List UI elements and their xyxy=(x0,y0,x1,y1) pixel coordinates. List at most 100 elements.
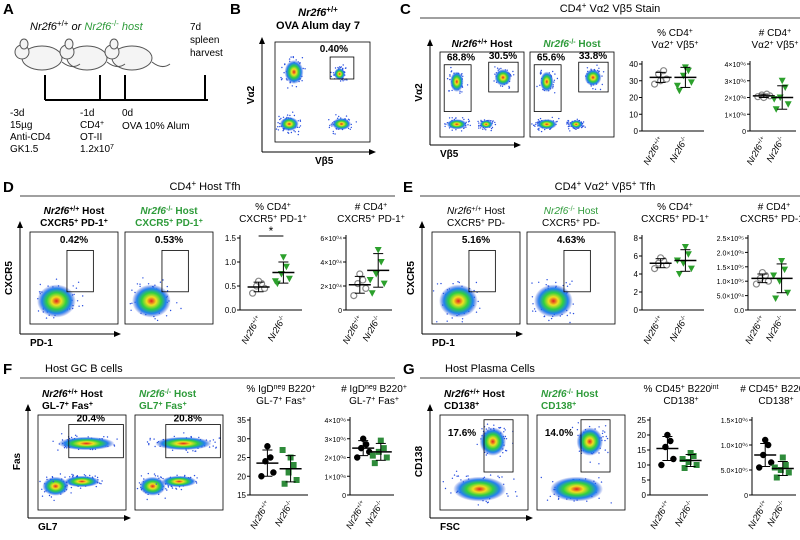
group-label: Nr2f6-/- xyxy=(673,499,696,528)
label-run: + xyxy=(287,202,291,209)
flow-event xyxy=(467,124,469,126)
flow-event xyxy=(507,495,509,497)
flow-event xyxy=(451,317,453,319)
flow-event xyxy=(75,287,78,289)
flow-event xyxy=(288,58,291,60)
flow-density xyxy=(479,427,506,456)
flow-title: Nr2f6-/- Host xyxy=(543,39,601,51)
flow-event xyxy=(490,129,492,132)
data-point xyxy=(772,295,780,302)
y-tick-label: 0 xyxy=(744,493,748,500)
flow-event xyxy=(176,302,178,304)
y-tick-label: 0.0 xyxy=(225,306,237,315)
data-point xyxy=(687,450,694,456)
flow-event xyxy=(295,86,298,88)
flow-event xyxy=(448,90,451,92)
label-run: Host Plasma Cells xyxy=(445,363,535,375)
flow-event xyxy=(572,303,574,305)
data-point xyxy=(685,459,692,465)
flow-title: GL7+ Fas+ xyxy=(139,401,187,413)
label-run: GK1.5 xyxy=(10,144,39,155)
label-run: % IgD xyxy=(246,384,273,395)
flow-density xyxy=(534,284,573,318)
flow-event xyxy=(604,431,606,433)
timeline-step: 7d xyxy=(190,22,201,33)
flow-event xyxy=(491,126,494,129)
flow-event xyxy=(183,432,185,434)
data-point xyxy=(781,266,789,274)
flow-event xyxy=(556,77,559,80)
label-run: # CD4 xyxy=(759,28,788,39)
flow-event xyxy=(280,117,282,120)
flow-density xyxy=(584,69,602,86)
flow-event xyxy=(95,485,98,488)
label-run: +/+ xyxy=(653,314,663,325)
flow-event xyxy=(59,473,62,475)
flow-event xyxy=(149,439,151,441)
timeline-step: GK1.5 xyxy=(10,144,39,155)
data-point xyxy=(687,265,695,273)
timeline-step: harvest xyxy=(190,48,223,59)
label-run: CXCR5 xyxy=(542,218,576,229)
flow-event xyxy=(605,435,607,438)
flow-event xyxy=(456,475,458,477)
flow-event xyxy=(346,79,348,81)
flow-event xyxy=(598,463,600,465)
flow-event xyxy=(287,87,289,89)
group-label: Nr2f6+/+ xyxy=(745,135,769,167)
label-run: + xyxy=(774,384,778,391)
label-run: +/+ xyxy=(251,314,261,325)
flow-event xyxy=(460,130,463,132)
y-tick-label: 0.5 xyxy=(225,282,237,291)
flow-event xyxy=(277,129,280,131)
flow-event xyxy=(70,486,73,489)
panel-letter: D xyxy=(3,179,14,196)
flow-event xyxy=(567,125,570,128)
label-run: Vα2 xyxy=(752,40,770,51)
flow-event xyxy=(451,129,453,131)
flow-event xyxy=(337,66,339,69)
flow-event xyxy=(299,125,302,127)
flow-event xyxy=(457,281,459,283)
flow-event xyxy=(282,116,285,119)
label-run: + xyxy=(273,214,277,221)
flow-event xyxy=(467,118,470,121)
flow-event xyxy=(116,438,118,440)
flow-event xyxy=(467,475,469,477)
flow-event xyxy=(154,445,156,448)
label-run: Tfh xyxy=(636,181,655,193)
label-run: CD138 xyxy=(663,396,695,407)
flow-event xyxy=(72,474,75,476)
data-point xyxy=(684,67,692,75)
flow-event xyxy=(531,282,533,284)
flow-event xyxy=(601,83,603,86)
y-tick-label: 2.0×10⁰⁵ xyxy=(717,249,744,257)
y-axis-label: CXCR5 xyxy=(406,261,417,295)
flow-event xyxy=(146,498,148,501)
flow-event xyxy=(479,307,481,309)
flow-event xyxy=(494,66,496,68)
label-run: Vβ5 xyxy=(609,181,632,193)
label-run: CD4 xyxy=(560,3,582,15)
plot-title: GL-7+ Fas+ xyxy=(349,396,399,408)
panel-header: Host GC B cells xyxy=(45,363,123,375)
flow-event xyxy=(536,85,538,88)
flow-event xyxy=(575,128,577,130)
label-run: +/+ xyxy=(57,19,69,28)
flow-event xyxy=(286,114,289,116)
label-run: + xyxy=(100,120,104,127)
gate xyxy=(488,61,519,93)
data-point xyxy=(350,292,358,300)
flow-event xyxy=(493,80,495,82)
flow-plot-frame xyxy=(37,414,127,511)
panel-header: CD4+ Host Tfh xyxy=(169,179,240,194)
group-label: Nr2f6+/+ xyxy=(746,499,770,531)
data-point xyxy=(670,455,677,463)
label-run: PD-1 xyxy=(173,218,199,229)
label-run: Nr2f6 xyxy=(140,206,166,217)
flow-event xyxy=(164,497,166,499)
flow-event xyxy=(442,481,444,483)
flow-event xyxy=(212,445,214,447)
y-tick-label: 3×10⁰⁶ xyxy=(325,436,347,444)
data-point xyxy=(650,265,659,273)
